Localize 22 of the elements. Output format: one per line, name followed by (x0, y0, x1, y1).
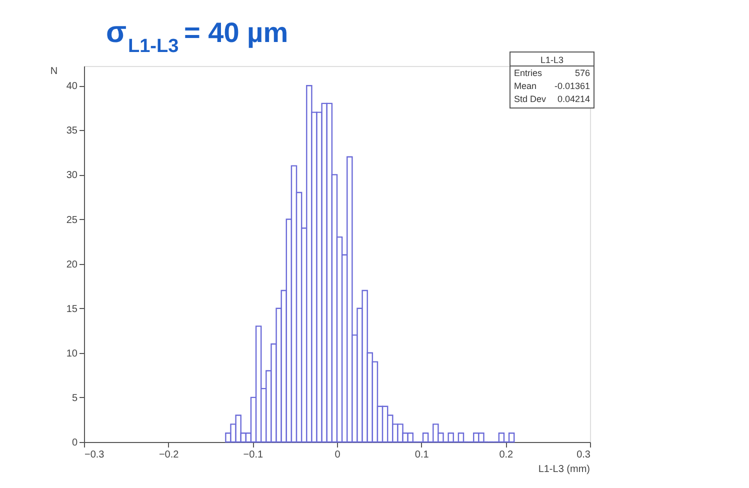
x-tick-label: 0.1 (414, 450, 430, 460)
text: Mean -0.01361 (514, 81, 590, 91)
x-tick-label: 0.3 (576, 450, 591, 460)
text: Entries 576 (514, 68, 590, 78)
x-tick-label: −0.3 (84, 450, 105, 460)
x-tick-label: 0 (334, 450, 341, 460)
x-axis-title: L1-L3 (mm) (538, 464, 590, 475)
y-axis-title: N (50, 66, 58, 77)
text: Std Dev 0.04214 (514, 94, 590, 104)
y-tick-label: 15 (66, 304, 78, 315)
y-tick-label: 5 (72, 392, 78, 404)
y-tick-label: 20 (66, 259, 78, 270)
y-tick-label: 10 (66, 348, 78, 360)
y-tick-label: 35 (66, 126, 78, 137)
y-tick-label: 40 (66, 81, 78, 92)
y-tick-label: 30 (66, 170, 78, 182)
x-tick-label: −0.1 (243, 450, 264, 460)
x-tick-label: 0.2 (499, 450, 514, 460)
y-tick-label: 0 (72, 438, 78, 448)
text: L1-L3 (540, 55, 564, 65)
x-tick-label: −0.2 (158, 450, 180, 460)
y-tick-label: 25 (66, 214, 78, 226)
